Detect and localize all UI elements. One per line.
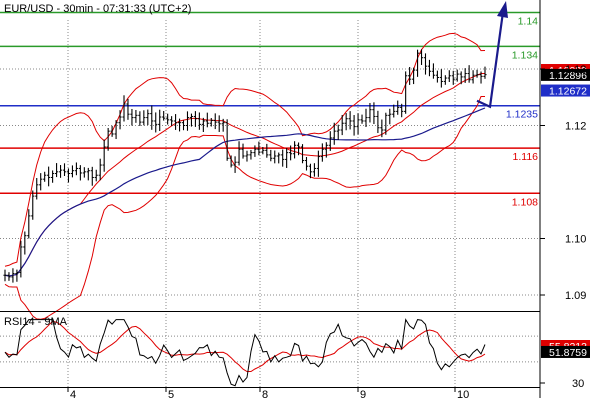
price-tag-bg: [541, 68, 590, 81]
level-label: 1.14: [518, 16, 539, 28]
projection-arrowhead: [497, 1, 508, 19]
chart-title: EUR/USD - 30min - 07:31:33 (UTC+2): [4, 3, 191, 15]
level-label: 1.1235: [506, 109, 538, 121]
price-tag-label: 1.12672: [549, 86, 587, 98]
y-tick-label: 1.10: [565, 234, 586, 246]
y-tick-label: 1.12: [565, 121, 586, 133]
rsi-tag-label: 51.8759: [549, 347, 587, 359]
x-tick-label: 10: [457, 389, 469, 400]
projection-arrow-line: [476, 11, 505, 109]
arrow-layer: [476, 1, 508, 109]
rsi-layer: [4, 318, 486, 387]
level-label: 1.116: [513, 151, 539, 163]
x-tick-label: 8: [262, 389, 268, 400]
x-tick-label: 4: [70, 389, 76, 400]
axis-layer: 4 5 8 9 10 1.09 1.10 1.12 1.13 30: [67, 64, 586, 400]
rsi-line: [4, 318, 486, 387]
x-tick-label: 5: [168, 389, 174, 400]
grid-layer: [0, 20, 540, 387]
bollinger-middle-band: [4, 73, 485, 277]
rsi-tag-bg: [541, 345, 590, 358]
y-tick-label: 1.13: [565, 64, 586, 76]
y-tick-label: 1.09: [565, 290, 586, 302]
bollinger-upper-band: [4, 32, 486, 267]
price-tag-bg: [541, 84, 590, 97]
moving-average-line: [4, 107, 486, 277]
price-tag-label: 1.12896: [549, 70, 587, 82]
x-tick-label: 9: [360, 389, 366, 400]
level-label: 1.108: [512, 196, 538, 208]
price-layer: [3, 32, 487, 320]
rsi-y-tick-label: 30: [572, 378, 584, 390]
bollinger-lower-band: [4, 96, 485, 320]
rsi-ma-line: [4, 320, 486, 372]
rsi-title: RSI14 - 9MA: [4, 316, 68, 328]
level-label: 1.134: [512, 49, 538, 61]
